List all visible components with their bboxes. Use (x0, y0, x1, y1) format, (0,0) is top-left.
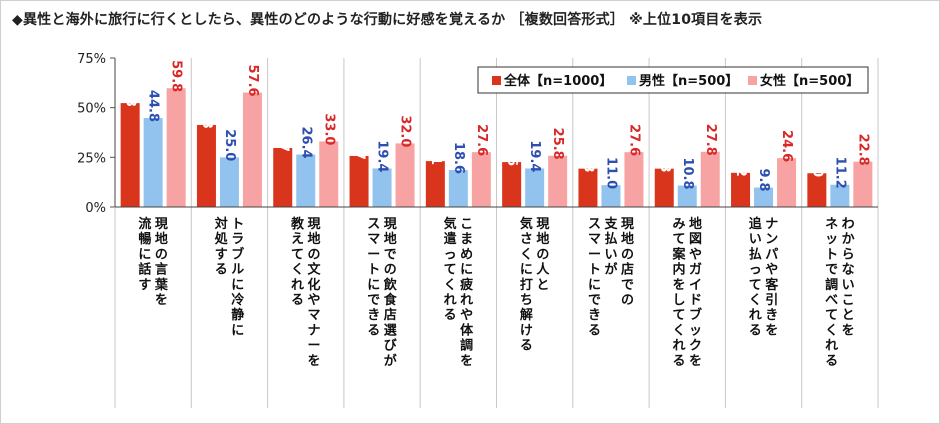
data-label: 18.6 (451, 142, 466, 174)
bar (578, 168, 598, 207)
legend-label: 男性【n=500】 (639, 73, 738, 89)
bar (242, 92, 262, 207)
bar (273, 147, 293, 207)
bar (624, 152, 644, 207)
data-label: 59.8 (169, 60, 184, 92)
bar (395, 143, 415, 207)
bar (120, 103, 140, 207)
category-label: スマートにできる (367, 217, 380, 338)
data-label: 25.8 (550, 128, 565, 160)
bar (196, 124, 216, 207)
y-tick-label: 75% (77, 52, 106, 67)
data-label: 32.0 (398, 115, 413, 147)
data-label: 19.4 (375, 140, 390, 172)
category-label: 気さくに打ち解ける (519, 216, 533, 354)
category-label: トラブルに冷静に (231, 217, 244, 338)
data-label: 19.3 (657, 141, 672, 173)
bar (700, 151, 720, 207)
category-label: わからないことを (842, 217, 855, 338)
data-label: 25.0 (222, 129, 237, 161)
bar (448, 170, 468, 207)
bar (777, 158, 797, 207)
data-label: 26.4 (298, 126, 313, 158)
bar (143, 117, 163, 207)
data-label: 17.0 (809, 145, 824, 177)
category-label: 対処する (214, 216, 229, 278)
category-label: 教えてくれる (290, 216, 305, 308)
y-tick-label: 25% (77, 151, 106, 166)
legend-swatch (492, 76, 501, 85)
category-label: 気遣ってくれる (444, 216, 457, 323)
data-label: 41.3 (199, 97, 214, 129)
bar (219, 157, 239, 207)
data-label: 22.8 (855, 134, 870, 166)
y-tick-label: 0% (85, 201, 106, 216)
category-label: 地図やガイドブックを (689, 216, 702, 369)
bar (853, 161, 873, 207)
data-label: 33.0 (321, 113, 336, 145)
category-label: 流暢に話す (138, 216, 151, 293)
data-label: 57.6 (245, 64, 260, 96)
bar (166, 88, 186, 207)
bar (425, 161, 445, 207)
chart-title: ◆異性と海外に旅行に行くとしたら、異性のどのような行動に好感を覚えるか ［複数回… (12, 12, 763, 28)
bar (601, 185, 621, 207)
data-label: 19.4 (527, 140, 542, 172)
category-label: 現地での飲食店選びが (383, 217, 398, 369)
category-label: 現地の店での (621, 217, 634, 308)
bar (807, 173, 827, 207)
bar (525, 168, 545, 207)
data-label: 11.2 (832, 157, 847, 189)
category-label: ナンパや客引きを (765, 217, 779, 338)
category-label: こまめに疲れや体調を (460, 217, 474, 369)
data-label: 24.6 (779, 130, 794, 162)
bar (502, 162, 522, 207)
data-label: 17.2 (733, 145, 748, 177)
bar (471, 152, 491, 207)
bar (731, 172, 751, 207)
legend-swatch (748, 76, 757, 85)
category-label: 追い払ってくれる (749, 216, 763, 338)
data-label: 27.6 (474, 124, 489, 156)
category-label: ネットで調べてくれる (825, 217, 838, 369)
data-label: 44.8 (146, 90, 161, 122)
data-label: 25.7 (352, 128, 367, 160)
bar (349, 155, 369, 207)
bar (830, 184, 850, 207)
data-label: 27.6 (626, 124, 641, 156)
data-label: 29.7 (275, 120, 290, 152)
bar (296, 154, 316, 207)
data-label: 23.1 (428, 133, 443, 165)
data-label: 27.8 (703, 124, 718, 156)
data-label: 10.8 (680, 157, 695, 189)
bar (754, 187, 774, 207)
data-label: 11.0 (603, 157, 618, 189)
bar (372, 168, 392, 207)
bar (654, 168, 674, 207)
bar (319, 141, 339, 207)
data-label: 19.3 (580, 141, 595, 173)
data-label: 9.8 (756, 168, 771, 191)
legend-label: 女性【n=500】 (760, 73, 859, 89)
category-label: 現地の文化やマナーを (307, 217, 321, 369)
data-label: 52.3 (123, 75, 138, 107)
y-tick-label: 50% (77, 102, 106, 117)
bar (548, 155, 568, 207)
category-label: スマートにできる (588, 217, 601, 338)
category-label: 現地の言葉を (154, 217, 169, 308)
legend-label: 全体【n=1000】 (503, 73, 612, 89)
legend-box (477, 66, 869, 94)
category-label: 支払いが (603, 216, 618, 278)
category-label: 現地の人と (536, 217, 550, 293)
category-label: みて案内をしてくれる (671, 217, 686, 369)
data-label: 22.6 (504, 134, 519, 166)
bar (677, 185, 697, 207)
legend-swatch (627, 76, 636, 85)
